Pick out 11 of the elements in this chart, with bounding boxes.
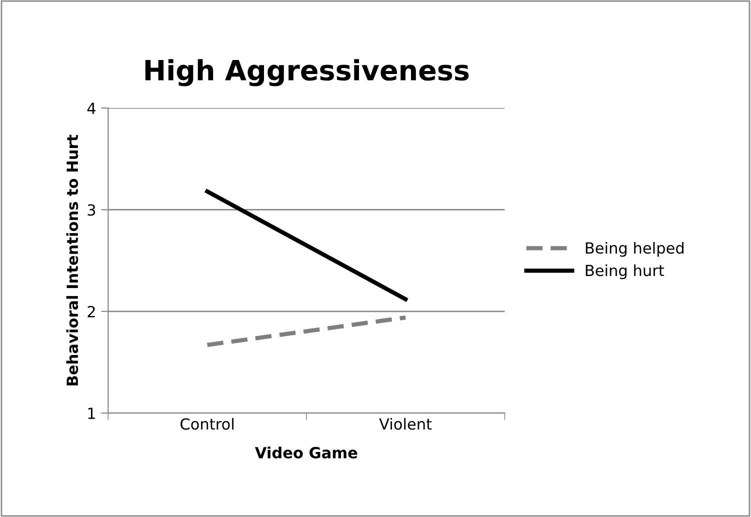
y-axis-title: Behavioral Intentions to Hurt	[66, 134, 78, 386]
y-tick-label: 1	[88, 408, 95, 419]
y-tick-label: 2	[88, 306, 95, 318]
x-tick-label: Control	[180, 418, 234, 430]
y-tick-label: 3	[88, 204, 96, 216]
legend-label: Being helped	[586, 242, 684, 257]
chart-title: High Aggressiveness	[145, 59, 469, 86]
y-tick-label: 4	[87, 102, 96, 114]
x-tick-label: Violent	[379, 418, 432, 430]
legend-label: Being hurt	[586, 264, 664, 280]
x-axis-title: Video Game	[254, 446, 358, 458]
